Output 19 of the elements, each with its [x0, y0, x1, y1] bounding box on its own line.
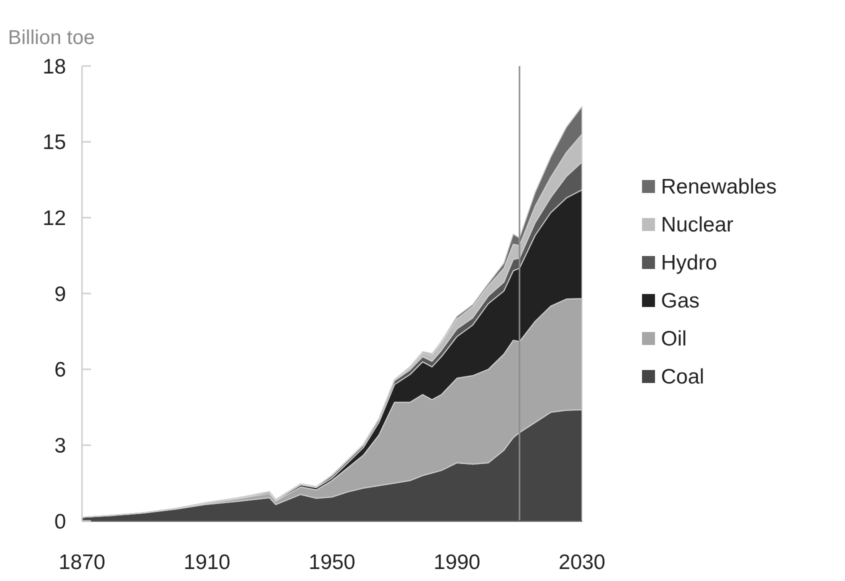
y-tick-label: 12	[42, 207, 66, 230]
legend-label: Coal	[661, 365, 704, 388]
y-axis-title: Billion toe	[8, 27, 95, 49]
y-tick-label: 15	[42, 131, 66, 154]
legend-label: Oil	[661, 327, 687, 350]
legend-label: Hydro	[661, 251, 718, 274]
legend-label: Gas	[661, 289, 700, 312]
y-tick-label: 18	[42, 55, 66, 78]
x-tick-label: 1950	[308, 551, 356, 574]
x-tick-label: 1910	[184, 551, 230, 574]
x-tick-label: 2030	[558, 551, 606, 574]
legend-label: Nuclear	[661, 213, 734, 236]
y-tick-label: 3	[54, 434, 66, 458]
y-tick-label: 9	[54, 282, 66, 306]
y-tick-label: 0	[54, 510, 66, 534]
legend-label: Renewables	[661, 175, 777, 198]
x-tick-label: 1990	[434, 551, 480, 574]
x-tick-label: 1870	[58, 551, 106, 574]
y-tick-label: 6	[54, 358, 66, 382]
